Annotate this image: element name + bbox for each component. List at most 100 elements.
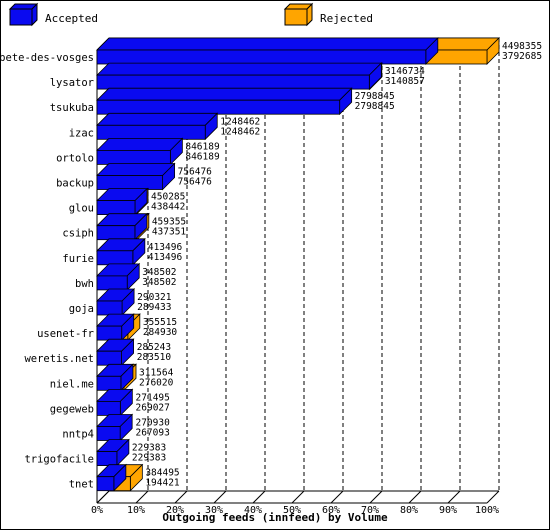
value-label-accepted: 413496 bbox=[148, 252, 183, 263]
bar-accepted bbox=[96, 250, 134, 266]
x-tick-label: 20% bbox=[166, 505, 184, 516]
value-label-total: 384495 bbox=[145, 468, 179, 479]
value-label-total: 846189 bbox=[185, 141, 220, 152]
tick-mark bbox=[447, 490, 461, 504]
x-tick-label: 80% bbox=[400, 505, 418, 516]
value-label-total: 756476 bbox=[178, 167, 213, 178]
tick-mark bbox=[291, 490, 305, 504]
category-label: tnet bbox=[69, 479, 94, 491]
legend-label: Accepted bbox=[45, 12, 98, 25]
category-label: bwh bbox=[75, 278, 94, 290]
category-label: weretis.net bbox=[24, 353, 94, 365]
value-label-total: 285243 bbox=[137, 342, 171, 353]
bar-accepted bbox=[96, 476, 115, 492]
value-label-total: 229383 bbox=[132, 443, 166, 454]
x-tick-label: 60% bbox=[322, 505, 340, 516]
value-label-accepted: 2798845 bbox=[355, 101, 395, 112]
category-label: lysator bbox=[50, 77, 94, 89]
x-tick-label: 90% bbox=[439, 505, 457, 516]
bar-accepted bbox=[96, 49, 427, 65]
value-label-accepted: 3140857 bbox=[385, 76, 425, 87]
value-label-total: 459355 bbox=[152, 217, 186, 228]
value-label-total: 270930 bbox=[135, 418, 170, 429]
value-label-accepted: 284930 bbox=[143, 327, 178, 338]
value-label-accepted: 756476 bbox=[178, 177, 213, 188]
category-label: izac bbox=[69, 127, 94, 139]
category-label: bete-des-vosges bbox=[0, 52, 94, 64]
bar-accepted-top bbox=[96, 62, 383, 76]
category-label: usenet-fr bbox=[37, 328, 94, 340]
legend-swatch bbox=[9, 8, 33, 26]
bar-accepted bbox=[96, 200, 136, 216]
bar-accepted-top bbox=[96, 137, 184, 151]
x-tick-label: 40% bbox=[244, 505, 262, 516]
legend-label: Rejected bbox=[320, 12, 373, 25]
x-tick-label: 50% bbox=[283, 505, 301, 516]
bar-accepted bbox=[96, 400, 121, 416]
value-label-total: 290321 bbox=[137, 292, 172, 303]
value-label-accepted: 348502 bbox=[142, 277, 176, 288]
value-label-accepted: 276020 bbox=[139, 377, 174, 388]
bar-accepted bbox=[96, 175, 163, 190]
bar-accepted bbox=[96, 426, 121, 441]
value-label-total: 271495 bbox=[136, 392, 170, 403]
category-label: tsukuba bbox=[50, 102, 94, 114]
value-label-accepted: 194421 bbox=[145, 478, 180, 489]
tick-mark bbox=[486, 490, 500, 504]
value-label-accepted: 229383 bbox=[132, 453, 166, 464]
bar-accepted bbox=[96, 124, 206, 140]
category-label: gegeweb bbox=[50, 403, 94, 415]
value-label-accepted: 267093 bbox=[135, 428, 169, 439]
category-label: glou bbox=[69, 203, 94, 215]
category-label: furie bbox=[62, 253, 94, 265]
tick-mark bbox=[213, 490, 227, 504]
bar-accepted bbox=[96, 300, 123, 316]
x-axis-title: Outgoing feeds (innfeed) by Volume bbox=[162, 511, 388, 524]
value-label-accepted: 3792685 bbox=[502, 51, 542, 62]
bar-accepted bbox=[96, 275, 128, 291]
bar-accepted-top bbox=[96, 87, 353, 101]
category-label: csiph bbox=[62, 228, 94, 240]
bar-accepted bbox=[96, 451, 118, 467]
tick-mark bbox=[174, 490, 188, 504]
x-tick-label: 70% bbox=[361, 505, 379, 516]
legend-swatch bbox=[284, 8, 308, 26]
value-label-total: 450285 bbox=[151, 192, 185, 203]
bar-accepted bbox=[96, 149, 171, 165]
value-label-total: 4498355 bbox=[502, 41, 542, 52]
value-label-accepted: 283510 bbox=[137, 352, 172, 363]
value-label-accepted: 438442 bbox=[151, 202, 185, 213]
bar-accepted-top bbox=[96, 163, 176, 176]
bar-accepted-top bbox=[96, 37, 439, 51]
category-label: niel.me bbox=[50, 378, 94, 390]
bar-accepted bbox=[96, 350, 122, 366]
tick-mark bbox=[135, 490, 149, 504]
x-tick-label: 100% bbox=[475, 505, 499, 516]
tick-mark bbox=[252, 490, 266, 504]
bar-accepted bbox=[96, 225, 136, 241]
value-label-total: 348502 bbox=[142, 267, 176, 278]
bar-accepted bbox=[96, 375, 122, 391]
category-label: nntp4 bbox=[62, 429, 94, 441]
value-label-accepted: 269027 bbox=[136, 402, 170, 413]
x-tick-label: 0% bbox=[91, 505, 103, 516]
value-label-total: 413496 bbox=[148, 242, 183, 253]
tick-mark bbox=[408, 490, 422, 504]
category-label: goja bbox=[69, 303, 94, 315]
value-label-total: 3146734 bbox=[385, 66, 425, 77]
bar-accepted bbox=[96, 325, 123, 341]
x-tick-label: 10% bbox=[127, 505, 145, 516]
category-label: ortolo bbox=[56, 152, 94, 164]
bar-accepted bbox=[96, 74, 370, 90]
value-label-total: 311564 bbox=[139, 367, 174, 378]
value-label-total: 355515 bbox=[143, 317, 177, 328]
bar-accepted bbox=[96, 99, 341, 115]
value-label-total: 2798845 bbox=[355, 91, 395, 102]
value-label-accepted: 437351 bbox=[152, 227, 187, 238]
bar-accepted-top bbox=[96, 112, 219, 126]
tick-mark bbox=[369, 490, 383, 504]
category-label: trigofacile bbox=[24, 454, 94, 466]
value-label-accepted: 1248462 bbox=[220, 126, 260, 137]
